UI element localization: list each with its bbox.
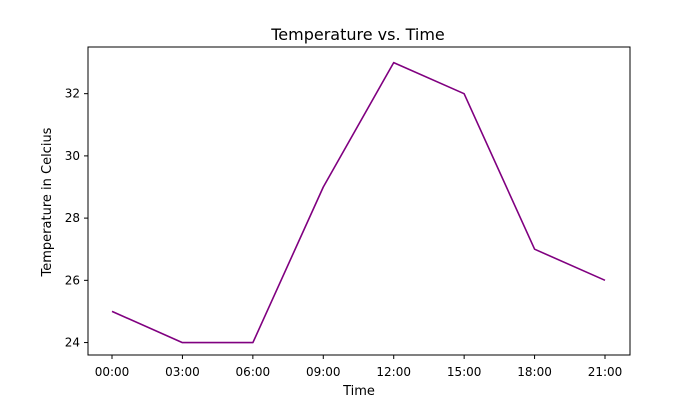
- y-tick-label: 28: [65, 211, 80, 225]
- chart-title: Temperature vs. Time: [270, 25, 445, 44]
- x-tick-label: 12:00: [376, 365, 411, 379]
- x-tick-label: 00:00: [95, 365, 130, 379]
- series-group: [111, 61, 606, 344]
- x-tick-label: 15:00: [447, 365, 482, 379]
- x-tick-label: 03:00: [165, 365, 200, 379]
- x-tick-label: 06:00: [236, 365, 271, 379]
- x-axis-label: Time: [342, 384, 375, 399]
- y-tick-label: 26: [65, 273, 80, 287]
- y-axis-label: Temperature in Celcius: [40, 127, 55, 277]
- plot-frame: [87, 46, 631, 356]
- series-line-0: [111, 61, 606, 344]
- y-tick-label: 24: [65, 336, 80, 350]
- y-tick-label: 32: [65, 87, 80, 101]
- x-tick-label: 18:00: [517, 365, 552, 379]
- plot-border: [87, 46, 631, 356]
- y-axis-ticks: 24 26 28 30 32: [65, 87, 88, 350]
- y-tick-label: 30: [65, 149, 80, 163]
- x-tick-label: 09:00: [306, 365, 341, 379]
- x-axis-ticks: 00:00 03:00 06:00 09:00 12:00 15:00 18:00 21:00: [95, 355, 623, 379]
- x-tick-label: 21:00: [588, 365, 623, 379]
